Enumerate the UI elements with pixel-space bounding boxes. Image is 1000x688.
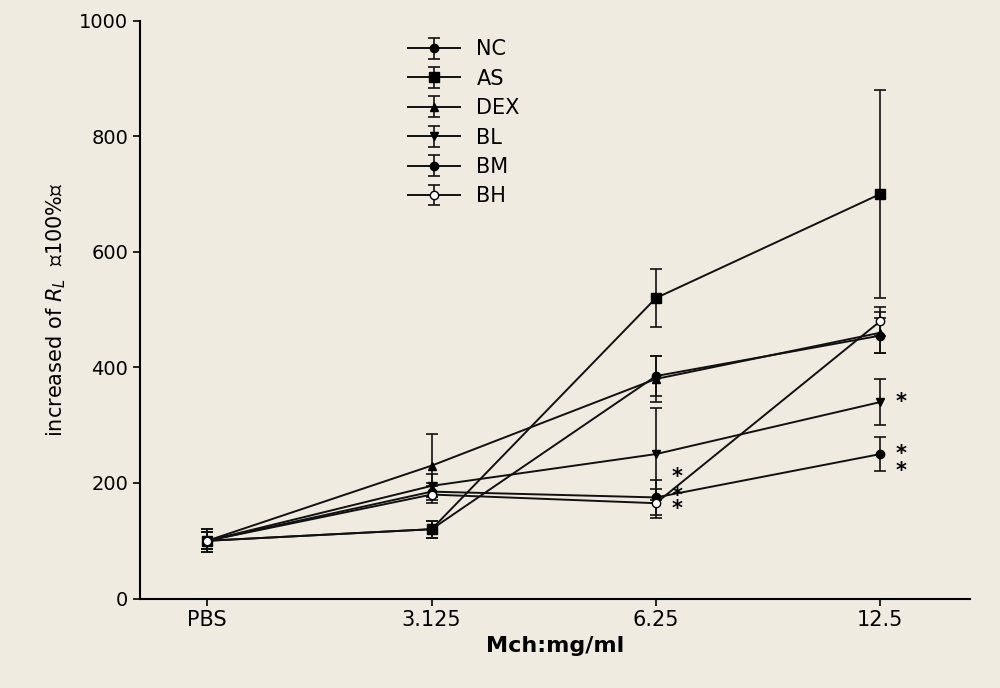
Text: *: * <box>896 462 907 482</box>
Text: *: * <box>672 499 683 519</box>
Text: *: * <box>672 467 683 487</box>
Y-axis label: increased of $R_L$  （100%）: increased of $R_L$ （100%） <box>44 182 68 437</box>
Text: *: * <box>672 486 683 506</box>
Text: *: * <box>896 444 907 464</box>
Text: *: * <box>896 392 907 412</box>
Legend: NC, AS, DEX, BL, BM, BH: NC, AS, DEX, BL, BM, BH <box>399 31 528 215</box>
X-axis label: Mch:mg/ml: Mch:mg/ml <box>486 636 624 656</box>
